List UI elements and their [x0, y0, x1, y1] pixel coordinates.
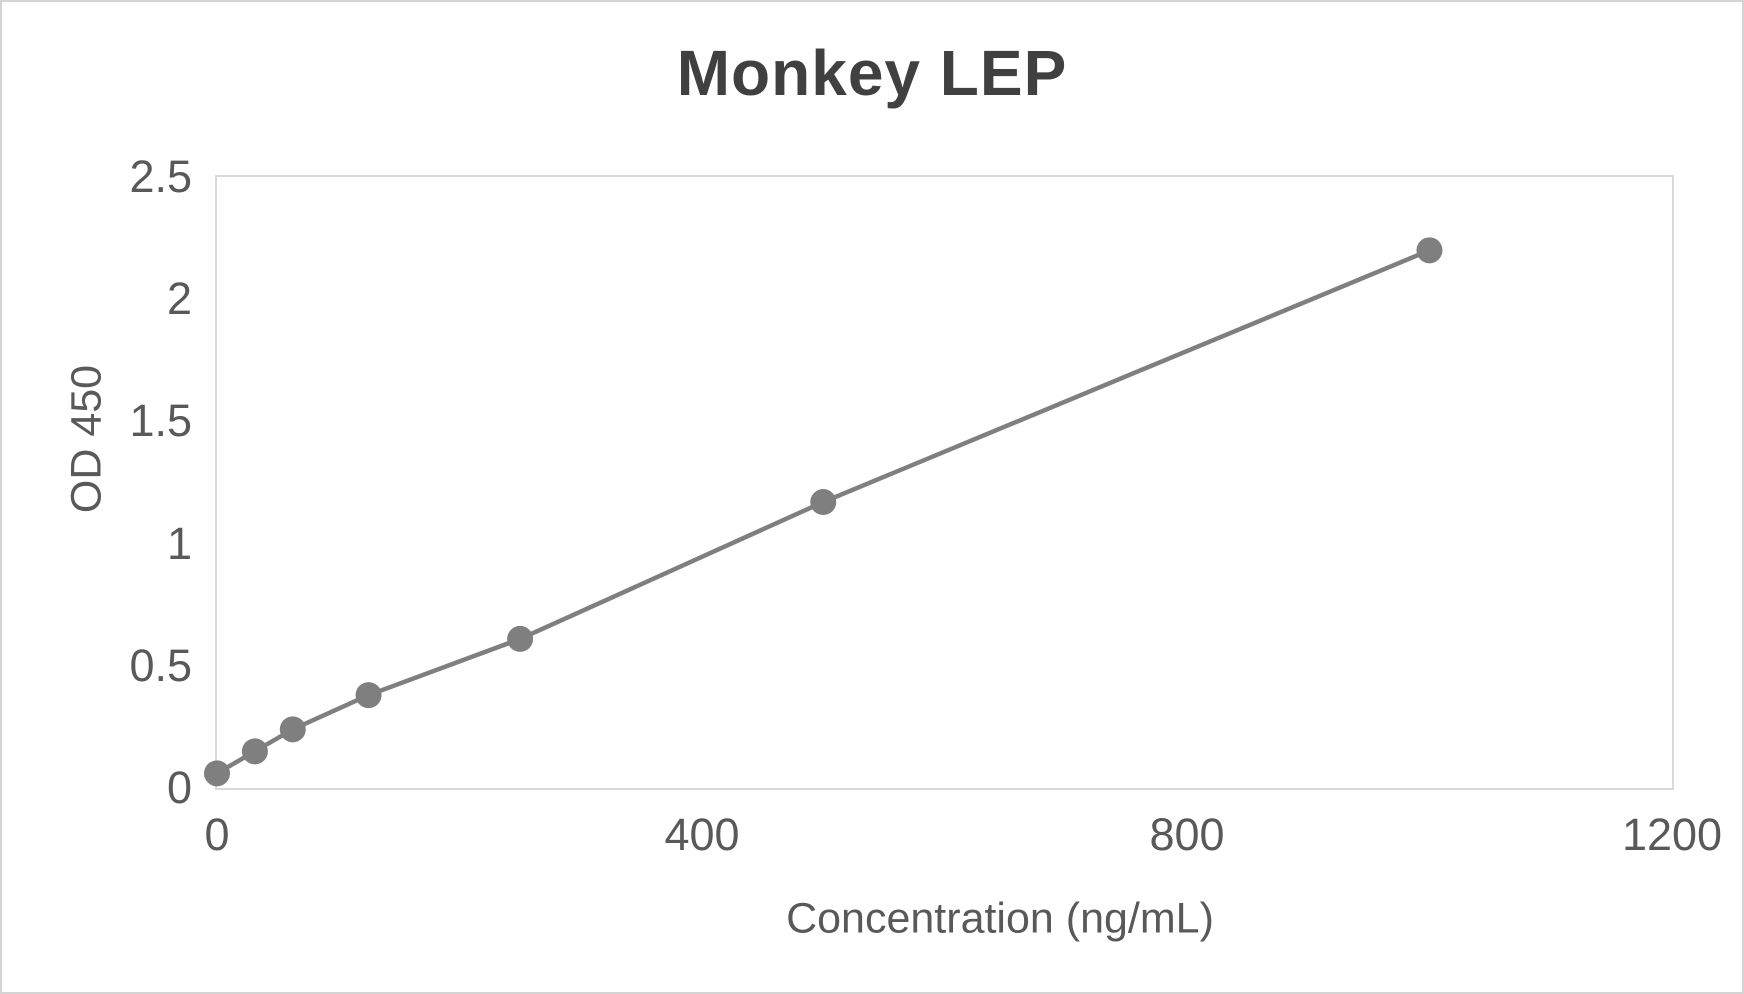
x-axis-title: Concentration (ng/mL) — [786, 894, 1214, 943]
x-axis-tick-label: 0 — [204, 809, 230, 860]
data-point-marker — [204, 760, 230, 787]
y-axis-tick-label: 2 — [166, 273, 192, 325]
y-axis-tick-label: 0.5 — [129, 639, 192, 691]
x-axis-tick-label: 400 — [664, 809, 740, 860]
data-point-marker — [241, 738, 268, 765]
x-axis-tick-label: 1200 — [1621, 809, 1723, 860]
data-point-marker — [355, 682, 382, 709]
data-point-marker — [1416, 237, 1443, 264]
data-point-marker — [507, 625, 534, 652]
y-axis-tick-label: 1.5 — [129, 395, 192, 447]
y-axis-tick-label: 2.5 — [129, 151, 192, 202]
x-axis-tick-label: 800 — [1149, 809, 1225, 860]
data-point-marker — [810, 489, 837, 516]
data-point-marker — [279, 716, 306, 743]
chart-title: Monkey LEP — [676, 37, 1068, 109]
y-axis-tick-label: 1 — [166, 517, 192, 569]
y-axis-tick-label: 0 — [166, 762, 192, 813]
plot-area — [204, 175, 1674, 790]
plot-svg — [204, 237, 1443, 787]
